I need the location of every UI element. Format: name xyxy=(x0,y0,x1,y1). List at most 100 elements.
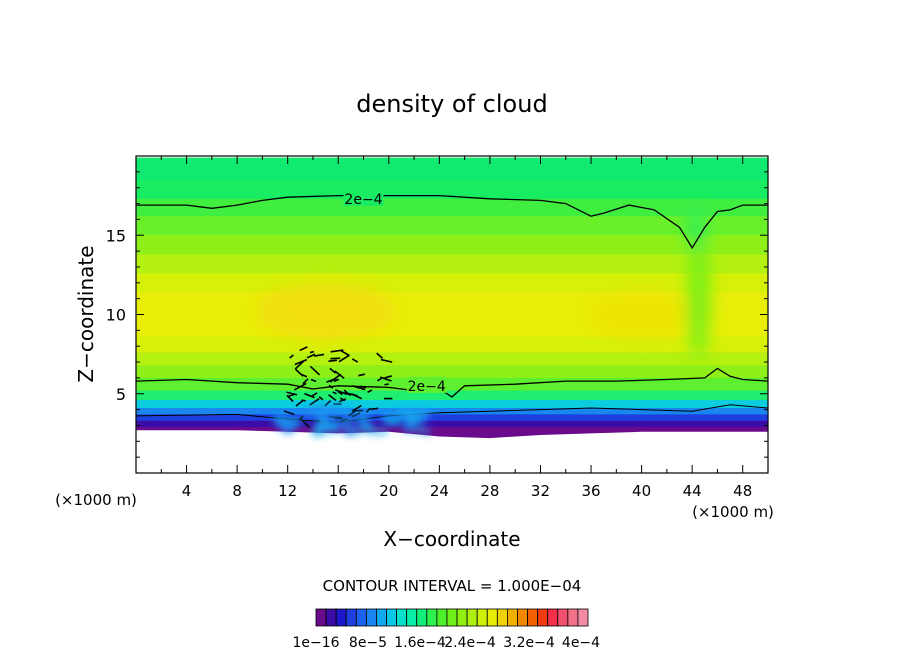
x-axis-label: X−coordinate xyxy=(383,527,520,551)
turbulent-patch xyxy=(386,416,403,426)
contour-fragment xyxy=(294,358,308,366)
contour-fragment xyxy=(365,407,371,413)
colorbar-swatch xyxy=(507,608,518,627)
x-tick-label: 8 xyxy=(232,482,242,500)
turbulent-patch xyxy=(342,426,358,436)
density-features xyxy=(255,205,711,359)
turbulent-patch xyxy=(362,425,374,433)
density-bands xyxy=(136,157,768,473)
colorbar-swatch xyxy=(325,608,337,627)
colorbar-swatch xyxy=(376,608,387,627)
turbulent-patch xyxy=(344,416,353,425)
turbulent-patch xyxy=(417,413,429,419)
x-tick-label: 32 xyxy=(531,482,550,500)
x-tick-label: 44 xyxy=(683,482,702,500)
turbulent-patch xyxy=(285,424,294,433)
contour-fragment xyxy=(314,353,325,357)
colorbar-swatch xyxy=(517,608,528,627)
contour-line xyxy=(136,367,768,398)
colorbar-swatch xyxy=(406,608,418,627)
contour-fragment xyxy=(384,383,389,386)
contour-fragment xyxy=(301,399,306,402)
plot-area: 2e−4 2e−4 xyxy=(136,157,768,473)
contour-fragment xyxy=(359,385,367,389)
turbulent-patch xyxy=(325,426,340,433)
y-tick-label: 5 xyxy=(116,385,126,404)
contour-fragment xyxy=(286,391,298,396)
x-unit-right: (×1000 m) xyxy=(692,503,774,521)
contour-fragment xyxy=(380,358,393,363)
colorbar-swatch xyxy=(527,608,539,627)
colorbar-swatch xyxy=(436,608,448,627)
colorbar-swatch xyxy=(426,608,438,627)
turbulent-patch xyxy=(376,429,388,434)
contour-fragment xyxy=(377,377,382,382)
colorbar-swatch xyxy=(537,608,549,627)
contour-label-gap xyxy=(406,376,447,393)
colorbar-swatch xyxy=(547,608,559,627)
turbulent-patch xyxy=(328,407,339,417)
contour-fragment xyxy=(335,389,348,396)
contour-fragment xyxy=(304,392,315,399)
cloud-free-region xyxy=(136,430,768,473)
x-tick-label: 16 xyxy=(329,482,348,500)
contour-fragment xyxy=(310,392,318,398)
contour-fragment xyxy=(318,396,324,401)
turbulent-patch xyxy=(272,415,287,423)
y-tick-label: 10 xyxy=(106,306,126,325)
colorbar-swatch xyxy=(496,608,508,627)
x-tick-label: 20 xyxy=(379,482,398,500)
turbulent-patch xyxy=(356,420,373,426)
contour-fragment xyxy=(370,407,379,411)
turbulent-patch xyxy=(317,412,327,421)
contour-lines: 2e−4 2e−4 xyxy=(136,189,768,429)
contour-label: 2e−4 xyxy=(344,192,382,208)
turbulent-patch xyxy=(340,406,350,414)
contour-fragment xyxy=(337,390,343,396)
contour-fragment xyxy=(287,393,295,398)
contour-fragment xyxy=(347,410,356,417)
colorbar-swatch xyxy=(386,608,397,627)
colorbar-swatch xyxy=(486,608,498,627)
contour-fragment xyxy=(351,393,363,400)
contour-fragment xyxy=(302,378,309,385)
convective-cell xyxy=(272,404,432,436)
colorbar-swatch xyxy=(456,608,468,627)
colorbar-swatch xyxy=(365,608,377,627)
colorbar-swatch xyxy=(315,608,327,627)
colorbar-swatch xyxy=(567,608,579,627)
colorbar-tick-label: 1.6e−4 xyxy=(394,635,446,651)
x-tick-label: 4 xyxy=(182,482,192,500)
contour-fragment xyxy=(329,367,337,374)
y-axis-label: Z−coordinate xyxy=(74,245,98,382)
contour-fragment xyxy=(333,378,340,383)
contour-fragment xyxy=(295,368,304,377)
turbulent-patch xyxy=(282,418,300,423)
colorbar-swatch xyxy=(446,608,458,627)
x-tick-label: 48 xyxy=(733,482,752,500)
colorbar-swatch xyxy=(577,608,589,627)
y-axis-ticks: 5 10 15 xyxy=(106,171,768,458)
contour-label-gap xyxy=(343,189,384,206)
contour-fragment xyxy=(329,373,342,383)
colorbar xyxy=(315,608,589,627)
contour-fragment xyxy=(339,349,350,357)
density-anomaly xyxy=(686,238,711,359)
contour-fragment xyxy=(295,400,304,407)
contour-fragment xyxy=(299,346,308,352)
contour-fragment xyxy=(294,360,305,370)
contour-fragment xyxy=(283,410,295,416)
x-tick-label: 40 xyxy=(632,482,651,500)
contour-fragment xyxy=(328,384,334,389)
contour-fragment xyxy=(289,354,294,359)
contour-line xyxy=(136,194,768,250)
contour-fragment xyxy=(352,385,366,391)
colorbar-swatch xyxy=(557,608,569,627)
contour-fragment xyxy=(343,389,349,395)
contour-fragment xyxy=(293,382,307,391)
x-axis-ticks: 4 8 12 16 20 24 28 32 36 40 44 48 xyxy=(160,156,752,500)
turbulent-patch xyxy=(312,405,328,411)
colorbar-tick-label: 1e−16 xyxy=(292,635,339,651)
contour-fragment xyxy=(324,400,332,407)
